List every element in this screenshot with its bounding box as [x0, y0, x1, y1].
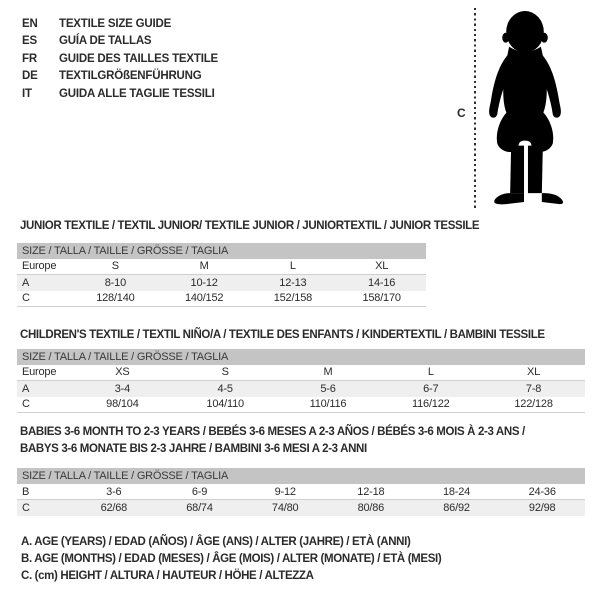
size-column-header: SIZE / TALLA / TAILLE / GRÖSSE / TAGLIA — [17, 348, 585, 365]
cell-value: 110/116 — [309, 398, 347, 410]
cell-value: 10-12 — [190, 276, 218, 289]
cell-value: 6-9 — [191, 485, 208, 498]
language-title: GUÍA DE TALLAS — [59, 35, 152, 48]
size-section-junior: JUNIOR TEXTILE / TEXTIL JUNIOR/ TEXTILE … — [17, 218, 480, 307]
cell-value: XL — [527, 366, 541, 378]
cell-value: 92/98 — [528, 502, 556, 514]
size-column-header: SIZE / TALLA / TAILLE / GRÖSSE / TAGLIA — [17, 468, 585, 484]
table-row: A 8-10 10-12 12-13 14-16 — [17, 274, 426, 291]
language-code: DE — [22, 70, 38, 83]
language-code: EN — [22, 17, 38, 30]
size-column-header: SIZE / TALLA / TAILLE / GRÖSSE / TAGLIA — [17, 242, 426, 259]
language-title: TEXTILGRÖßENFÜHRUNG — [59, 70, 202, 83]
language-row: EN TEXTILE SIZE GUIDE — [22, 15, 218, 33]
language-row: ES GUÍA DE TALLAS — [22, 33, 218, 51]
table-row: C 128/140 140/152 152/158 158/170 — [17, 291, 426, 307]
language-title: GUIDE DES TAILLES TEXTILE — [59, 52, 218, 65]
cell-value: S — [111, 260, 119, 272]
footnote-line: C. (cm) HEIGHT / ALTURA / HAUTEUR / HÖHE… — [21, 570, 314, 582]
row-label: C — [22, 292, 30, 304]
cell-value: S — [221, 366, 229, 378]
cell-value: 86/92 — [443, 502, 470, 514]
footnote-line: A. AGE (YEARS) / EDAD (AÑOS) / ÂGE (ANS)… — [21, 536, 411, 548]
footnotes: A. AGE (YEARS) / EDAD (AÑOS) / ÂGE (ANS)… — [21, 534, 442, 585]
row-label: A — [22, 382, 30, 395]
cell-value: 152/158 — [273, 292, 313, 304]
cell-value: 104/110 — [206, 398, 244, 410]
row-label: A — [22, 276, 30, 289]
height-measure-label: C — [457, 106, 466, 120]
cell-value: 12-18 — [357, 485, 385, 498]
cell-value: 18-24 — [442, 485, 471, 498]
table-row: B 3-6 6-9 9-12 12-18 18-24 24-36 — [17, 484, 585, 500]
cell-value: 9-12 — [274, 485, 296, 498]
cell-value: 158/170 — [362, 292, 401, 304]
language-title: TEXTILE SIZE GUIDE — [59, 17, 172, 30]
size-section-babies: BABIES 3-6 MONTH TO 2-3 YEARS / BEBÉS 3-… — [17, 424, 585, 516]
section-title-line: BABIES 3-6 MONTH TO 2-3 YEARS / BEBÉS 3-… — [20, 426, 525, 438]
cell-value: 98/104 — [106, 398, 139, 410]
row-label: Europe — [22, 366, 57, 378]
footnote-line: B. AGE (MONTHS) / EDAD (MESES) / ÂGE (MO… — [21, 553, 442, 565]
cell-value: 68/74 — [186, 502, 213, 514]
cell-value: 3-6 — [106, 485, 122, 498]
cell-value: 7-8 — [525, 382, 542, 395]
cell-value: L — [289, 260, 296, 272]
cell-value: M — [323, 366, 333, 378]
table-row: C 62/68 68/74 74/80 80/86 86/92 92/98 — [17, 500, 585, 516]
language-title: GUIDA ALLE TAGLIE TESSILI — [59, 87, 215, 100]
cell-value: 14-16 — [368, 276, 396, 289]
cell-value: 8-10 — [104, 276, 126, 289]
row-label: B — [22, 485, 30, 498]
language-row: IT GUIDA ALLE TAGLIE TESSILI — [22, 85, 218, 103]
cell-value: 128/140 — [96, 292, 135, 304]
cell-value: 116/122 — [412, 398, 450, 410]
cell-value: XL — [375, 260, 389, 272]
table-row: C 98/104 104/110 110/116 116/122 122/128 — [17, 397, 585, 413]
cell-value: 3-4 — [114, 382, 131, 395]
size-table-children: SIZE / TALLA / TAILLE / GRÖSSE / TAGLIA E… — [17, 348, 585, 413]
cell-value: 80/86 — [357, 502, 385, 514]
cell-value: M — [199, 260, 209, 272]
cell-value: 4-5 — [217, 382, 234, 395]
cell-value: 24-36 — [528, 485, 556, 498]
table-row: Europe XS S M L XL — [17, 365, 585, 381]
cell-value: 6-7 — [423, 382, 439, 395]
cell-value: 12-13 — [279, 276, 307, 289]
table-row: Europe S M L XL — [17, 259, 426, 275]
size-section-children: CHILDREN'S TEXTILE / TEXTIL NIÑO/A / TEX… — [17, 327, 585, 413]
row-label: C — [22, 502, 30, 514]
cell-value: L — [427, 366, 434, 378]
language-list: EN TEXTILE SIZE GUIDE ES GUÍA DE TALLAS FR GU… — [22, 15, 218, 103]
cell-value: 74/80 — [271, 502, 299, 514]
cell-value: 122/128 — [514, 398, 553, 410]
cell-value: 140/152 — [184, 292, 224, 304]
row-label: C — [22, 398, 30, 410]
cell-value: 5-6 — [320, 382, 336, 395]
language-code: FR — [22, 52, 37, 65]
cell-value: XS — [115, 366, 130, 378]
baby-silhouette-icon — [489, 10, 564, 205]
row-label: Europe — [22, 260, 57, 272]
cell-value: 62/68 — [100, 502, 128, 514]
section-title-line: BABYS 3-6 MONATE BIS 2-3 JAHRE / BAMBINI… — [20, 442, 367, 455]
language-code: IT — [22, 87, 32, 100]
size-table-junior: SIZE / TALLA / TAILLE / GRÖSSE / TAGLIA E… — [17, 242, 426, 307]
section-title-line: JUNIOR TEXTILE / TEXTIL JUNIOR/ TEXTILE … — [20, 220, 480, 232]
section-title-line: CHILDREN'S TEXTILE / TEXTIL NIÑO/A / TEX… — [20, 329, 545, 341]
size-table-babies: SIZE / TALLA / TAILLE / GRÖSSE / TAGLIA B… — [17, 468, 585, 516]
table-row: A 3-4 4-5 5-6 6-7 7-8 — [17, 380, 585, 397]
language-row: DE TEXTILGRÖßENFÜHRUNG — [22, 68, 218, 86]
height-measure-dotted-line — [474, 8, 476, 210]
language-code: ES — [22, 35, 37, 48]
language-row: FR GUIDE DES TAILLES TEXTILE — [22, 50, 218, 68]
